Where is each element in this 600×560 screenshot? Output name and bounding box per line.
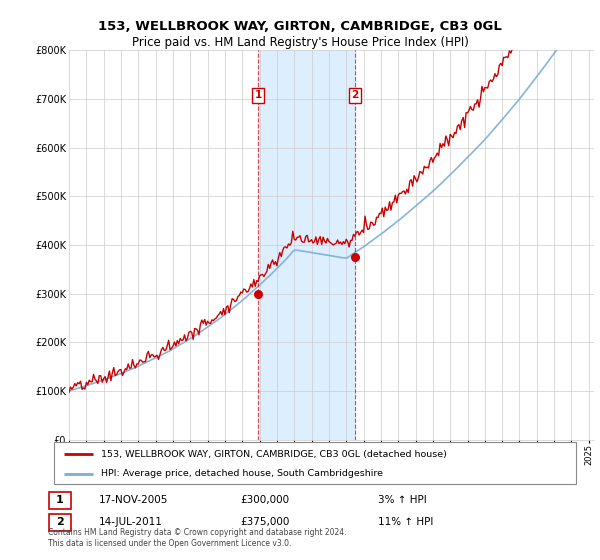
Text: 153, WELLBROOK WAY, GIRTON, CAMBRIDGE, CB3 0GL: 153, WELLBROOK WAY, GIRTON, CAMBRIDGE, C… [98,20,502,32]
Text: HPI: Average price, detached house, South Cambridgeshire: HPI: Average price, detached house, Sout… [101,469,383,478]
Text: 14-JUL-2011: 14-JUL-2011 [99,517,163,527]
Text: Contains HM Land Registry data © Crown copyright and database right 2024.
This d: Contains HM Land Registry data © Crown c… [48,528,347,548]
Text: 1: 1 [56,495,64,505]
Text: 3% ↑ HPI: 3% ↑ HPI [378,494,427,505]
Text: 17-NOV-2005: 17-NOV-2005 [99,494,169,505]
Text: Price paid vs. HM Land Registry's House Price Index (HPI): Price paid vs. HM Land Registry's House … [131,36,469,49]
Text: 2: 2 [56,517,64,528]
Bar [258,50,355,440]
Text: 153, WELLBROOK WAY, GIRTON, CAMBRIDGE, CB3 0GL (detached house): 153, WELLBROOK WAY, GIRTON, CAMBRIDGE, C… [101,450,447,459]
Text: 11% ↑ HPI: 11% ↑ HPI [378,517,433,527]
Point [253,289,263,298]
Text: £300,000: £300,000 [240,494,289,505]
Point [350,253,359,262]
Text: 1: 1 [254,90,262,100]
Text: 2: 2 [351,90,359,100]
Text: £375,000: £375,000 [240,517,289,527]
